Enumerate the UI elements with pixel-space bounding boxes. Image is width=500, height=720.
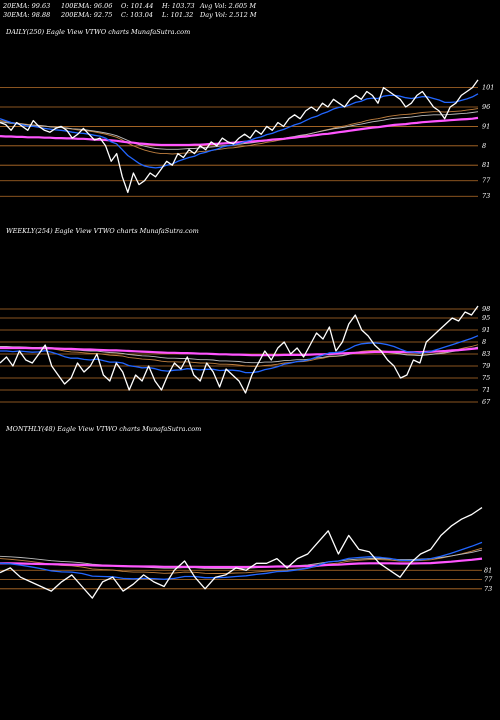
stat-avg-vol: Avg Vol: 2.605 M	[200, 2, 257, 10]
stat-high: H: 103.73	[162, 2, 195, 10]
monthly-tick-label: 81	[484, 566, 492, 574]
daily-ema-short-line	[0, 93, 479, 169]
monthly-ema-other-line	[0, 549, 483, 570]
monthly-tick-label: 73	[484, 585, 492, 593]
daily-price-line	[0, 79, 479, 194]
monthly-tick-label: 77	[484, 576, 493, 584]
monthly-ema-short-line	[0, 541, 483, 580]
stat-day-vol: Day Vol: 2.512 M	[200, 11, 257, 19]
daily-chart: 101 96 91 8 81 77 73	[0, 79, 494, 200]
stat-100ema: 100EMA: 96.06	[61, 2, 113, 10]
weekly-ema-short-line	[0, 335, 479, 374]
monthly-chart-title: MONTHLY(48) Eagle View VTWO charts Munaf…	[6, 425, 202, 433]
daily-ema-mid-line	[0, 108, 479, 155]
stat-30ema: 30EMA: 98.88	[3, 11, 51, 19]
daily-tick-label: 96	[482, 103, 490, 111]
stat-close: C: 103.04	[121, 11, 153, 19]
stat-low: L: 101.32	[162, 11, 194, 19]
weekly-tick-label: 83	[482, 350, 490, 358]
daily-ema-long-line	[0, 116, 479, 147]
weekly-tick-label: 8	[482, 338, 486, 346]
weekly-ema-long-line	[0, 346, 479, 357]
weekly-tick-label: 98	[482, 305, 490, 313]
weekly-tick-label: 75	[482, 374, 490, 382]
stat-200ema: 200EMA: 92.75	[61, 11, 113, 19]
daily-tick-label: 91	[482, 122, 490, 130]
weekly-tick-label: 67	[482, 398, 491, 406]
daily-tick-label: 8	[482, 142, 486, 150]
weekly-price-line	[0, 305, 479, 394]
stat-open: O: 101.44	[121, 2, 154, 10]
weekly-tick-label: 91	[482, 326, 490, 334]
monthly-chart-panel: MONTHLY(48) Eagle View VTWO charts Munaf…	[0, 423, 500, 623]
weekly-tick-label: 79	[482, 362, 490, 370]
stats-header: 20EMA: 99.63 100EMA: 96.06 O: 101.44 H: …	[0, 0, 500, 20]
daily-tick-label: 73	[482, 192, 490, 200]
daily-tick-label: 101	[482, 84, 494, 92]
daily-chart-panel: DAILY(250) Eagle View VTWO charts Munafa…	[0, 26, 500, 208]
daily-tick-label: 81	[482, 161, 490, 169]
weekly-chart-title: WEEKLY(254) Eagle View VTWO charts Munaf…	[6, 227, 199, 235]
daily-ema-other-line	[0, 111, 479, 150]
monthly-price-line	[0, 507, 483, 599]
monthly-ema-mid-line	[0, 547, 483, 574]
daily-tick-label: 77	[482, 177, 491, 185]
weekly-tick-label: 71	[482, 386, 490, 394]
weekly-tick-label: 95	[482, 314, 490, 322]
monthly-ema-long-line	[0, 557, 483, 569]
daily-chart-title: DAILY(250) Eagle View VTWO charts Munafa…	[6, 28, 191, 36]
weekly-chart-panel: WEEKLY(254) Eagle View VTWO charts Munaf…	[0, 225, 500, 415]
stat-20ema: 20EMA: 99.63	[3, 2, 51, 10]
